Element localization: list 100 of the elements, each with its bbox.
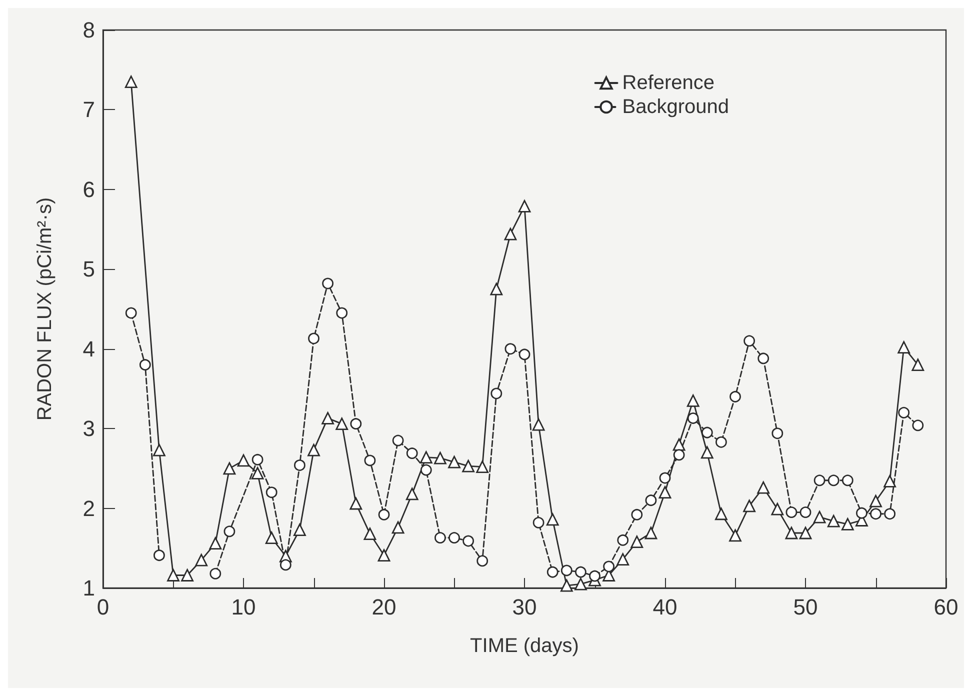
y-tick-label: 5 bbox=[82, 256, 95, 282]
y-tick-label: 1 bbox=[82, 576, 95, 600]
point bbox=[884, 474, 896, 488]
point bbox=[659, 472, 671, 484]
point bbox=[658, 486, 672, 499]
point bbox=[336, 307, 348, 319]
legend-label: Background bbox=[622, 96, 730, 118]
point bbox=[462, 460, 474, 472]
point bbox=[546, 513, 559, 526]
point bbox=[406, 448, 418, 459]
point bbox=[265, 532, 278, 544]
point bbox=[772, 428, 784, 440]
point bbox=[800, 506, 812, 518]
point bbox=[912, 358, 924, 371]
point bbox=[448, 456, 460, 468]
point bbox=[842, 474, 854, 486]
point bbox=[617, 534, 629, 546]
point bbox=[223, 462, 236, 475]
point bbox=[308, 332, 320, 344]
y-tick-label: 7 bbox=[82, 97, 95, 122]
point bbox=[701, 426, 713, 438]
point bbox=[139, 359, 151, 370]
point bbox=[518, 348, 530, 360]
x-tick-label: 0 bbox=[96, 594, 110, 620]
point bbox=[870, 494, 882, 508]
y-tick-label: 8 bbox=[82, 18, 95, 42]
point bbox=[153, 444, 166, 456]
point bbox=[574, 578, 587, 590]
point bbox=[716, 436, 727, 448]
point bbox=[378, 549, 390, 562]
point bbox=[434, 532, 446, 544]
y-tick-label: 6 bbox=[82, 176, 95, 202]
point bbox=[420, 464, 432, 476]
point bbox=[743, 500, 756, 512]
point bbox=[210, 568, 222, 580]
point bbox=[125, 307, 137, 319]
point bbox=[799, 526, 812, 540]
point bbox=[237, 454, 250, 467]
point bbox=[294, 524, 306, 536]
point bbox=[687, 412, 699, 424]
x-tick-label: 10 bbox=[231, 594, 256, 620]
point bbox=[476, 460, 489, 474]
point bbox=[644, 526, 658, 540]
x-tick-label: 60 bbox=[934, 594, 958, 620]
point bbox=[532, 516, 544, 528]
point bbox=[870, 508, 882, 520]
point bbox=[757, 481, 770, 494]
point bbox=[181, 569, 194, 582]
point bbox=[124, 76, 138, 88]
point bbox=[856, 507, 868, 519]
point bbox=[589, 570, 600, 582]
point bbox=[252, 454, 264, 466]
point bbox=[251, 467, 264, 480]
point bbox=[195, 554, 208, 566]
point bbox=[209, 537, 222, 550]
point bbox=[729, 529, 742, 542]
point bbox=[308, 444, 320, 456]
point bbox=[490, 282, 503, 296]
point bbox=[673, 449, 685, 461]
point bbox=[322, 412, 334, 424]
point bbox=[785, 526, 798, 540]
point bbox=[786, 506, 798, 518]
point bbox=[378, 508, 390, 520]
y-tick-label: 2 bbox=[82, 496, 95, 521]
point bbox=[336, 418, 348, 430]
y-axis-title: RADON FLUX (pCi/m²·s) bbox=[34, 197, 56, 421]
point bbox=[420, 451, 432, 464]
point bbox=[898, 341, 910, 354]
x-tick-label: 30 bbox=[512, 594, 537, 620]
point bbox=[392, 521, 404, 534]
point bbox=[490, 388, 502, 400]
point bbox=[898, 406, 910, 418]
point bbox=[350, 497, 362, 510]
point bbox=[154, 550, 165, 562]
point bbox=[504, 228, 517, 240]
point bbox=[603, 560, 614, 572]
point bbox=[758, 352, 770, 364]
point bbox=[266, 486, 278, 498]
point bbox=[280, 559, 292, 571]
point bbox=[560, 579, 573, 592]
point bbox=[813, 510, 826, 524]
point bbox=[700, 446, 714, 459]
x-tick-label: 40 bbox=[652, 594, 678, 620]
point bbox=[560, 564, 572, 576]
point bbox=[828, 474, 840, 486]
point bbox=[715, 508, 728, 520]
point bbox=[350, 418, 362, 430]
point bbox=[841, 518, 854, 530]
x-tick-label: 20 bbox=[372, 594, 396, 620]
point bbox=[448, 532, 460, 544]
x-axis-title: TIME (days) bbox=[470, 635, 579, 657]
point bbox=[476, 555, 488, 567]
point bbox=[744, 335, 755, 347]
point bbox=[406, 488, 418, 500]
point bbox=[575, 566, 586, 578]
point bbox=[814, 474, 826, 486]
point bbox=[616, 553, 630, 566]
y-tick-label: 4 bbox=[82, 336, 95, 362]
x-tick-label: 50 bbox=[793, 594, 818, 620]
point bbox=[532, 418, 545, 431]
